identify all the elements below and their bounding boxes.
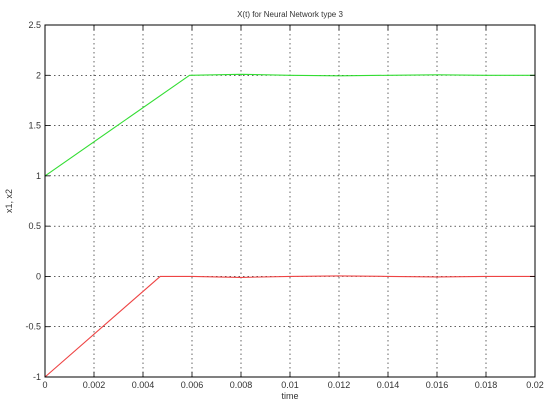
y-tick-label: 1 [36, 171, 41, 181]
y-tick-label: 1.5 [28, 121, 41, 131]
chart-title: X(t) for Neural Network type 3 [237, 10, 343, 19]
y-tick-label: -1 [33, 372, 41, 382]
x-tick-label: 0.02 [526, 380, 544, 390]
x-tick-label: 0.008 [230, 380, 253, 390]
x-tick-label: 0.014 [377, 380, 400, 390]
x-tick-label: 0.002 [83, 380, 106, 390]
y-tick-label: 2 [36, 70, 41, 80]
y-tick-labels: -1 -0.5 0 0.5 1 1.5 2 2.5 [25, 20, 41, 382]
y-axis-label: x1, x2 [4, 189, 14, 213]
ticks [44, 24, 536, 378]
series-group [44, 73, 535, 378]
y-tick-label: 2.5 [28, 20, 41, 30]
y-tick-label: -0.5 [25, 322, 41, 332]
x-tick-label: 0.01 [281, 380, 299, 390]
x-tick-label: 0.012 [328, 380, 351, 390]
y-tick-label: 0 [36, 271, 41, 281]
y-tick-label: 0.5 [28, 221, 41, 231]
x-axis-label: time [281, 391, 298, 401]
x-tick-label: 0.006 [181, 380, 204, 390]
grid [45, 25, 535, 377]
series-line-2 [44, 275, 535, 378]
x-tick-label: 0.016 [426, 380, 449, 390]
x-tick-label: 0 [42, 380, 47, 390]
x-tick-label: 0.018 [475, 380, 498, 390]
series-line-1 [44, 73, 535, 177]
x-tick-labels: 0 0.002 0.004 0.006 0.008 0.01 0.012 0.014 0.016… [42, 380, 543, 390]
x-tick-label: 0.004 [132, 380, 155, 390]
